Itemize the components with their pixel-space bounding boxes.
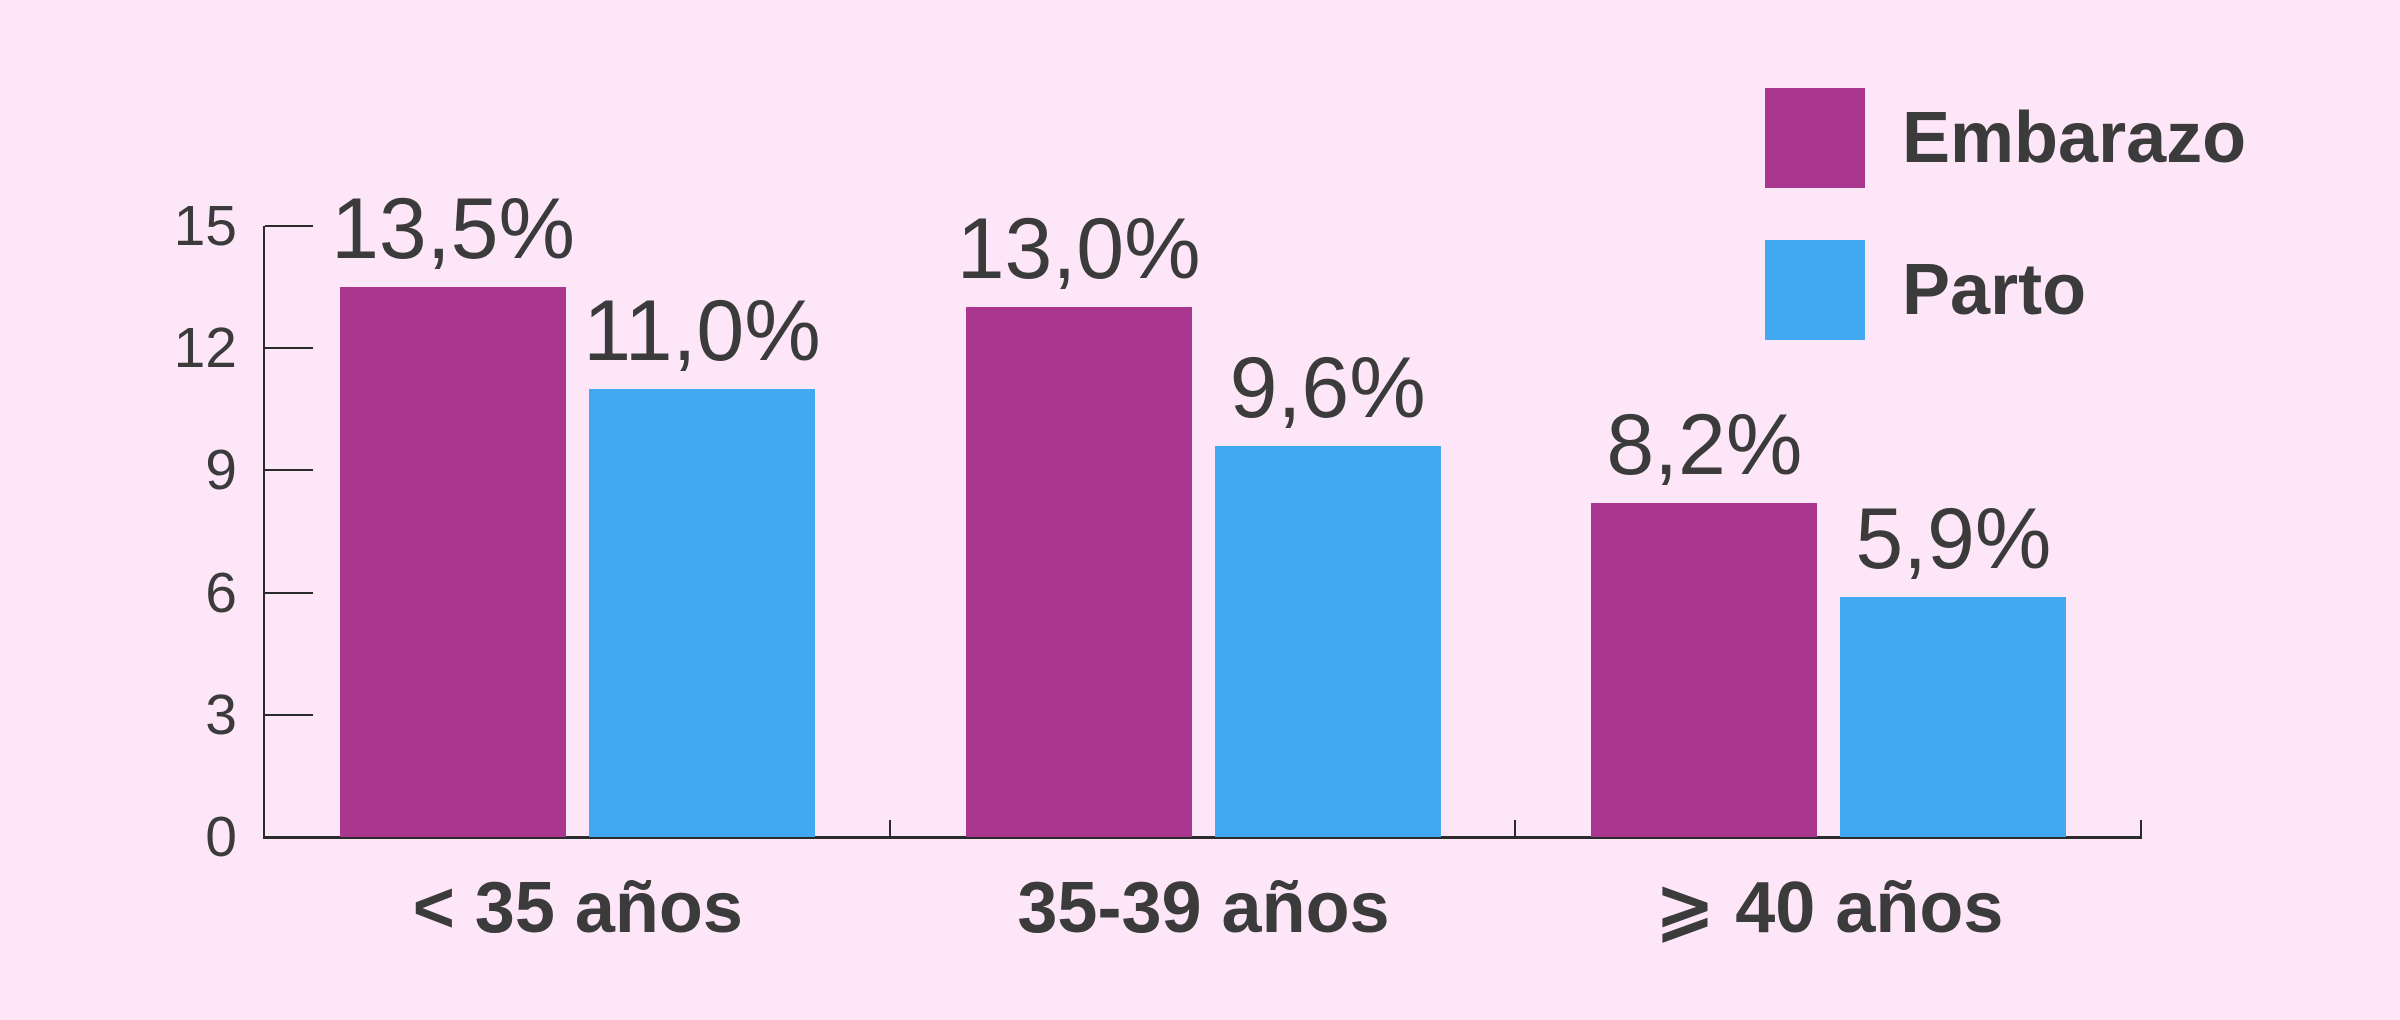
y-axis-tick (265, 713, 313, 716)
y-axis-tick-label: 12 (173, 316, 237, 381)
y-axis-tick-label: 3 (205, 682, 237, 747)
legend-swatch-parto (1765, 240, 1865, 340)
bar-parto-1 (1214, 445, 1441, 837)
legend-swatch-embarazo (1765, 88, 1865, 188)
bar-value-label: 13,0% (956, 201, 1201, 298)
x-axis-tick (2140, 820, 2142, 837)
x-axis-tick (1514, 820, 1517, 837)
y-axis-line (263, 226, 265, 837)
y-axis-tick-label: 0 (205, 805, 237, 869)
y-axis-tick-label: 6 (205, 560, 237, 625)
y-axis-tick-label: 9 (205, 438, 237, 503)
y-axis-tick (265, 469, 313, 472)
bar-parto-0 (589, 388, 815, 837)
bar-value-label: 8,2% (1606, 396, 1803, 493)
bar-embarazo-2 (1591, 502, 1818, 837)
bar-value-label: 9,6% (1229, 339, 1426, 436)
bar-embarazo-1 (965, 307, 1192, 837)
y-axis-tick (265, 347, 313, 350)
category-label: 35-39 años (1017, 868, 1390, 948)
x-axis-tick (888, 820, 891, 837)
legend-label-embarazo: Embarazo (1902, 98, 2247, 178)
y-axis-tick (265, 225, 313, 227)
legend-label-parto: Parto (1902, 250, 2087, 330)
category-label: < 35 años (412, 868, 743, 948)
y-axis-tick (265, 591, 313, 594)
bar-value-label: 11,0% (583, 282, 821, 379)
category-label: ⩾ 40 años (1654, 868, 2004, 948)
bar-value-label: 13,5% (331, 181, 575, 278)
bar-value-label: 5,9% (1855, 490, 2052, 587)
bar-embarazo-0 (340, 287, 566, 837)
y-axis-tick-label: 15 (173, 194, 237, 258)
bar-parto-2 (1840, 596, 2067, 837)
x-axis-line (263, 836, 2142, 839)
